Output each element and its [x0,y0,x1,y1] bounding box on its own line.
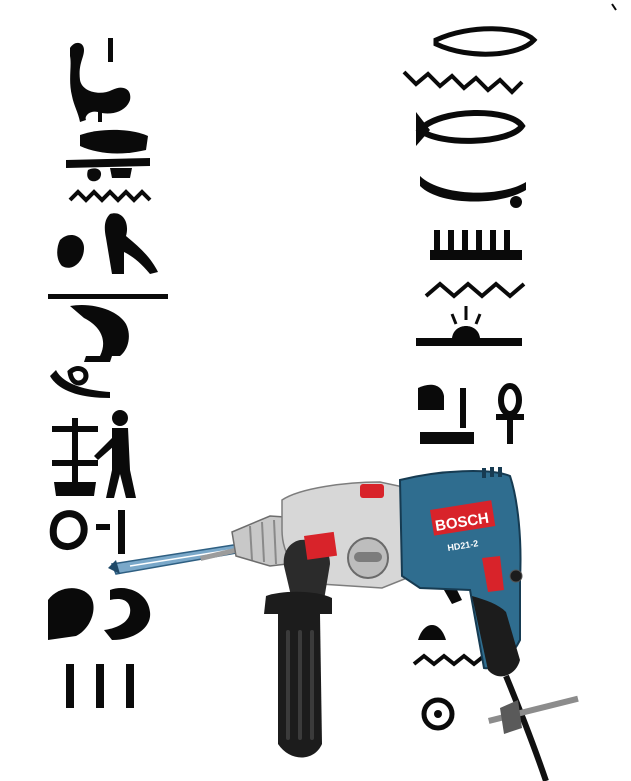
comb-glyph [430,230,522,260]
standing-man-glyph [94,410,136,498]
crouching-figures-glyph [48,588,151,640]
left-hieroglyph-column [48,38,168,708]
ankh-glyph [496,383,524,444]
seat-glyph [418,384,474,444]
fish-glyph [415,110,526,146]
seated-figure-glyph [50,304,129,398]
right-hieroglyph-column [402,3,617,731]
grip-texture [286,630,314,740]
model-label: HD21-2 [447,538,479,553]
red-switch-top [360,484,384,498]
power-cord [503,674,549,781]
sun-disk-glyph [421,697,455,731]
water-ripple-glyph [68,189,152,203]
dish-dot [510,196,522,208]
speed-dial [509,569,523,583]
hammer-drill: BOSCH HD21-2 [108,467,579,781]
vulture-glyph [57,213,158,274]
rising-sun-glyph [416,306,522,346]
mouth-glyph [433,26,538,57]
dish-glyph [420,176,526,202]
trigger [482,556,504,592]
water-ripple-glyph-3 [412,653,486,667]
vent-slots [482,467,502,478]
corner-mark [611,3,617,11]
divider-line [48,294,168,299]
chuck-key [488,695,579,734]
three-strokes-glyph [66,664,134,708]
water-ripple-glyph-2 [424,281,526,299]
ankh-like-glyph [52,418,98,496]
gear-selector-slot [354,552,382,562]
boat-glyph [66,129,150,182]
brand-badge [429,500,496,536]
ostrich-glyph [70,38,131,122]
bread-glyph [418,625,446,640]
pistol-grip [472,596,520,677]
side-handle [264,531,338,758]
small-signs-glyph [49,510,125,554]
water-ripple-glyph [402,70,524,95]
